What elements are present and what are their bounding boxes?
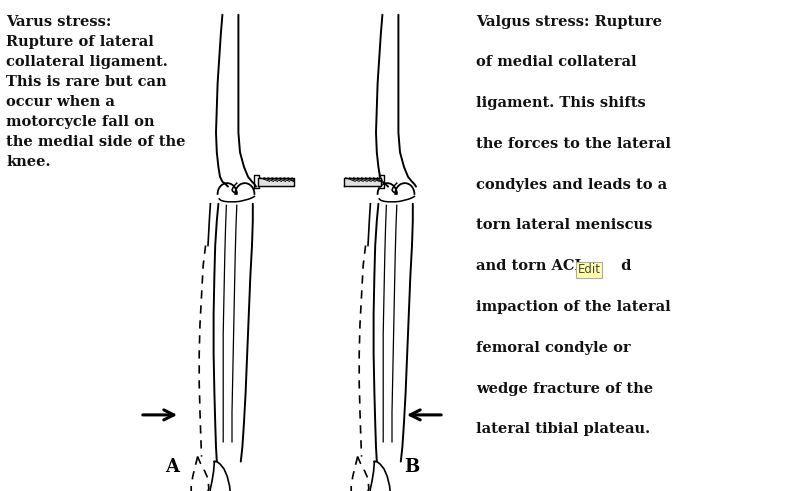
Text: d: d <box>616 259 631 273</box>
Text: Valgus stress: Rupture: Valgus stress: Rupture <box>476 15 662 29</box>
Text: femoral condyle or: femoral condyle or <box>476 341 630 355</box>
Polygon shape <box>258 178 294 186</box>
Text: of medial collateral: of medial collateral <box>476 55 637 70</box>
Text: impaction of the lateral: impaction of the lateral <box>476 300 670 314</box>
Text: A: A <box>165 458 179 476</box>
Text: Varus stress:
Rupture of lateral
collateral ligament.
This is rare but can
occur: Varus stress: Rupture of lateral collate… <box>6 15 186 169</box>
Text: lateral tibial plateau.: lateral tibial plateau. <box>476 422 650 436</box>
Text: torn lateral meniscus: torn lateral meniscus <box>476 218 652 233</box>
Text: B: B <box>404 458 420 476</box>
Polygon shape <box>344 178 381 186</box>
Text: ligament. This shifts: ligament. This shifts <box>476 96 646 110</box>
Text: condyles and leads to a: condyles and leads to a <box>476 178 667 192</box>
Text: and torn ACL: and torn ACL <box>476 259 585 273</box>
Text: the forces to the lateral: the forces to the lateral <box>476 137 671 151</box>
Text: Edit: Edit <box>578 263 601 276</box>
Text: wedge fracture of the: wedge fracture of the <box>476 382 653 396</box>
